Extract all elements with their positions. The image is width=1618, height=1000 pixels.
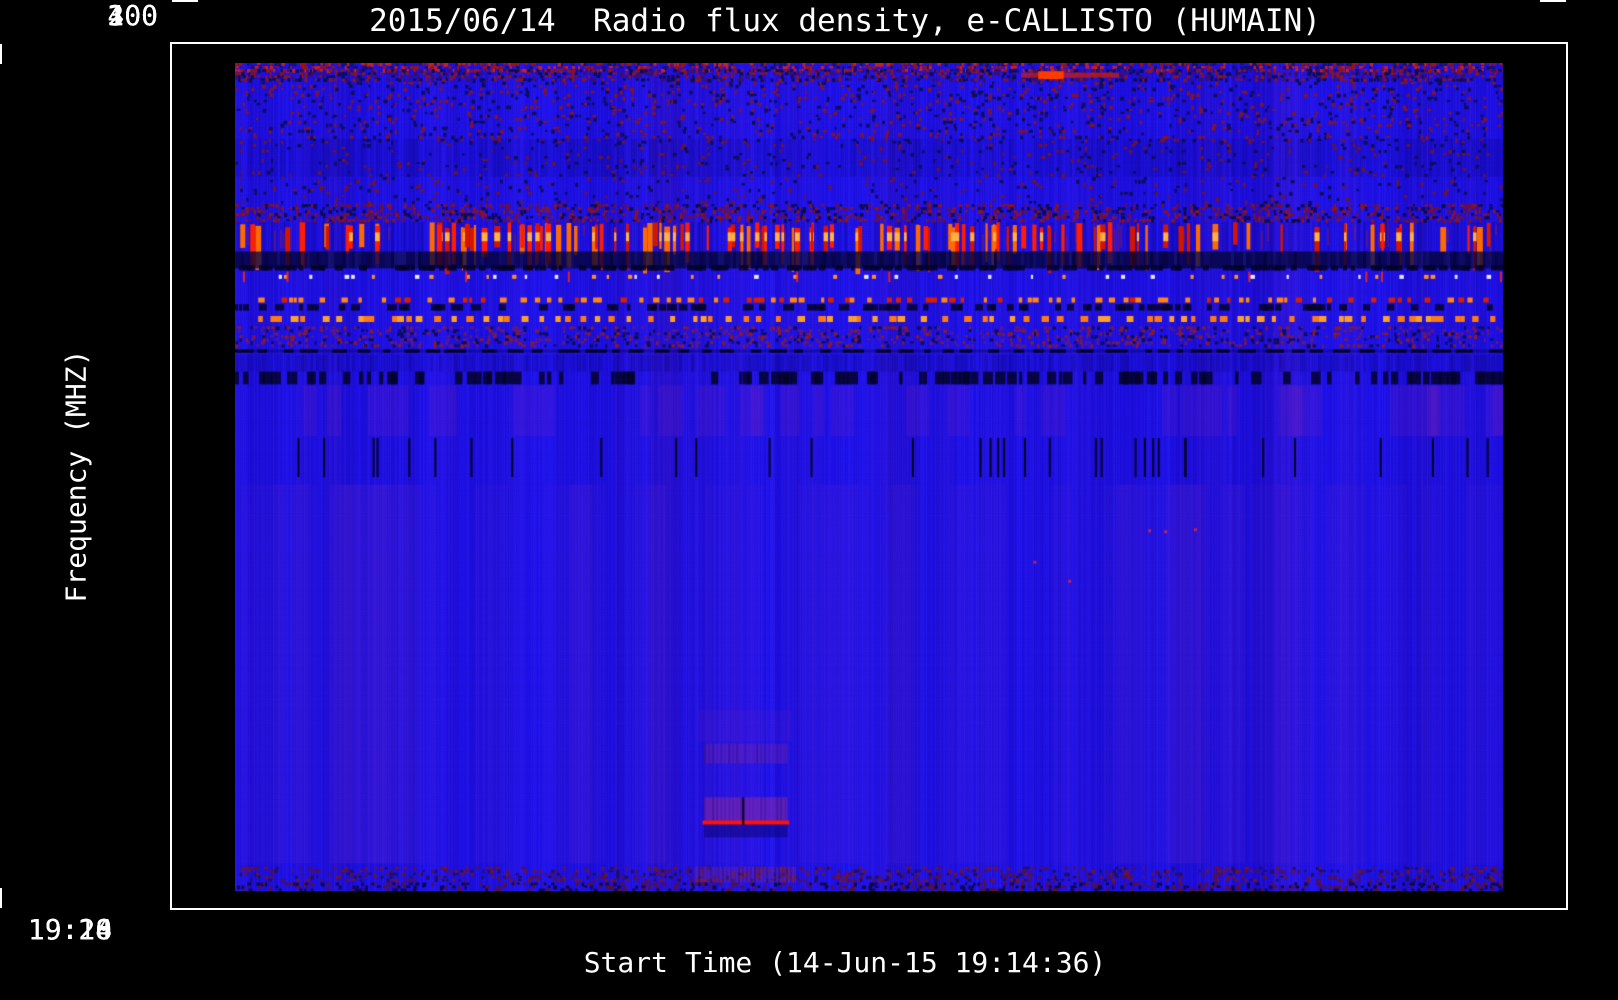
- y-axis-title: Frequency (MHZ): [59, 349, 93, 603]
- plot-frame: [170, 42, 1568, 910]
- tick-mark: [0, 44, 2, 64]
- tick-mark: [0, 44, 2, 54]
- x-axis-title: Start Time (14-Jun-15 19:14:36): [583, 946, 1107, 979]
- x-tick-label: 19:16: [27, 913, 113, 946]
- tick-mark: [0, 898, 2, 908]
- y-tick-label: 100: [107, 0, 158, 32]
- tick-mark: [1553, 0, 1566, 2]
- tick-mark: [172, 0, 198, 2]
- x-tick-label: 19:20: [27, 913, 113, 946]
- spectrogram-canvas: [235, 63, 1503, 891]
- y-tick-label: 400: [107, 0, 158, 32]
- chart-title: 2015/06/14 Radio flux density, e-CALLIST…: [369, 3, 1321, 39]
- x-tick-label: 19:24: [27, 913, 113, 946]
- y-tick-label: 300: [107, 0, 158, 32]
- y-tick-label: 200: [107, 0, 158, 32]
- x-tick-label: 19:28: [27, 913, 113, 946]
- tick-mark: [172, 0, 185, 2]
